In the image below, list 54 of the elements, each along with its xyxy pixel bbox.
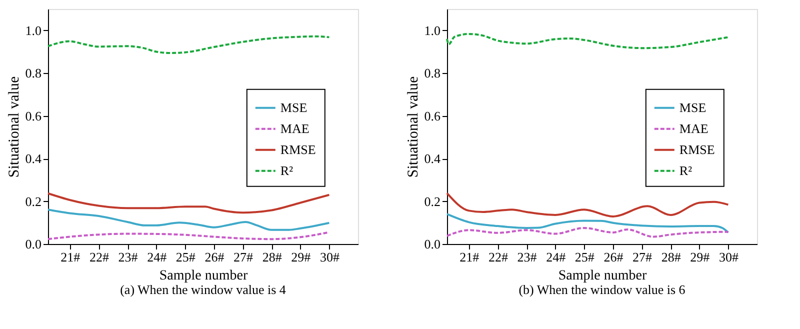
legend-label: RMSE bbox=[679, 142, 715, 157]
text: (a) When the window value is 4 bbox=[120, 282, 286, 297]
y-tick-label: 0.4 bbox=[424, 151, 441, 166]
x-tick-label: 22# bbox=[89, 250, 110, 264]
line-series bbox=[47, 208, 330, 231]
x-tick-label: 27# bbox=[234, 250, 254, 264]
x-tick-label: 26# bbox=[204, 250, 225, 264]
y-axis-title: Situational value bbox=[6, 76, 22, 178]
y-tick-label: 1.0 bbox=[25, 22, 42, 38]
line-series bbox=[446, 192, 730, 218]
x-tick-label: 23# bbox=[517, 250, 538, 264]
legend-label: MSE bbox=[280, 100, 308, 115]
line-series bbox=[446, 226, 730, 238]
x-tick-label: 29# bbox=[690, 250, 710, 264]
line-series bbox=[446, 32, 730, 50]
legend-label: R² bbox=[679, 162, 692, 178]
line-series bbox=[47, 35, 330, 54]
line-series bbox=[47, 231, 330, 240]
x-tick-label: 22# bbox=[488, 250, 508, 264]
legend-label: MSE bbox=[679, 100, 706, 115]
legend-label: RMSE bbox=[280, 142, 316, 157]
line-series bbox=[446, 213, 730, 234]
x-axis-title: Sample number bbox=[558, 268, 647, 284]
x-tick-label: 24# bbox=[147, 250, 168, 264]
y-tick-label: 0.0 bbox=[25, 236, 42, 252]
x-tick-label: 26# bbox=[604, 250, 624, 264]
x-tick-label: 25# bbox=[574, 250, 595, 264]
x-tick-label: 27# bbox=[632, 250, 653, 264]
x-tick-label: 28# bbox=[262, 250, 282, 264]
line-series bbox=[47, 192, 330, 214]
x-tick-label: 29# bbox=[291, 250, 312, 264]
y-tick-label: 0.6 bbox=[424, 108, 441, 124]
x-tick-label: 30# bbox=[718, 250, 739, 264]
y-tick-label: 1.0 bbox=[424, 22, 440, 38]
y-tick-label: 0.6 bbox=[25, 108, 42, 124]
text: (b) When the window value is 6 bbox=[518, 282, 686, 297]
x-tick-label: 30# bbox=[320, 250, 340, 264]
x-axis-title: Sample number bbox=[159, 268, 248, 284]
x-tick-label: 28# bbox=[661, 250, 682, 264]
legend-label: MAE bbox=[679, 120, 708, 136]
y-tick-label: 0.8 bbox=[424, 66, 440, 81]
y-tick-label: 0.2 bbox=[25, 194, 42, 209]
y-tick-label: 0.2 bbox=[424, 194, 440, 209]
y-tick-label: 0.0 bbox=[424, 236, 440, 252]
x-tick-label: 24# bbox=[546, 250, 566, 264]
x-tick-label: 21# bbox=[60, 250, 81, 264]
x-tick-label: 25# bbox=[176, 250, 196, 264]
x-tick-label: 23# bbox=[118, 250, 138, 264]
x-tick-label: 21# bbox=[460, 250, 480, 264]
y-axis-title: Situational value bbox=[405, 76, 422, 178]
y-tick-label: 0.8 bbox=[25, 66, 42, 81]
legend-label: R² bbox=[280, 162, 294, 178]
legend-label: MAE bbox=[280, 120, 310, 136]
y-tick-label: 0.4 bbox=[25, 151, 42, 166]
